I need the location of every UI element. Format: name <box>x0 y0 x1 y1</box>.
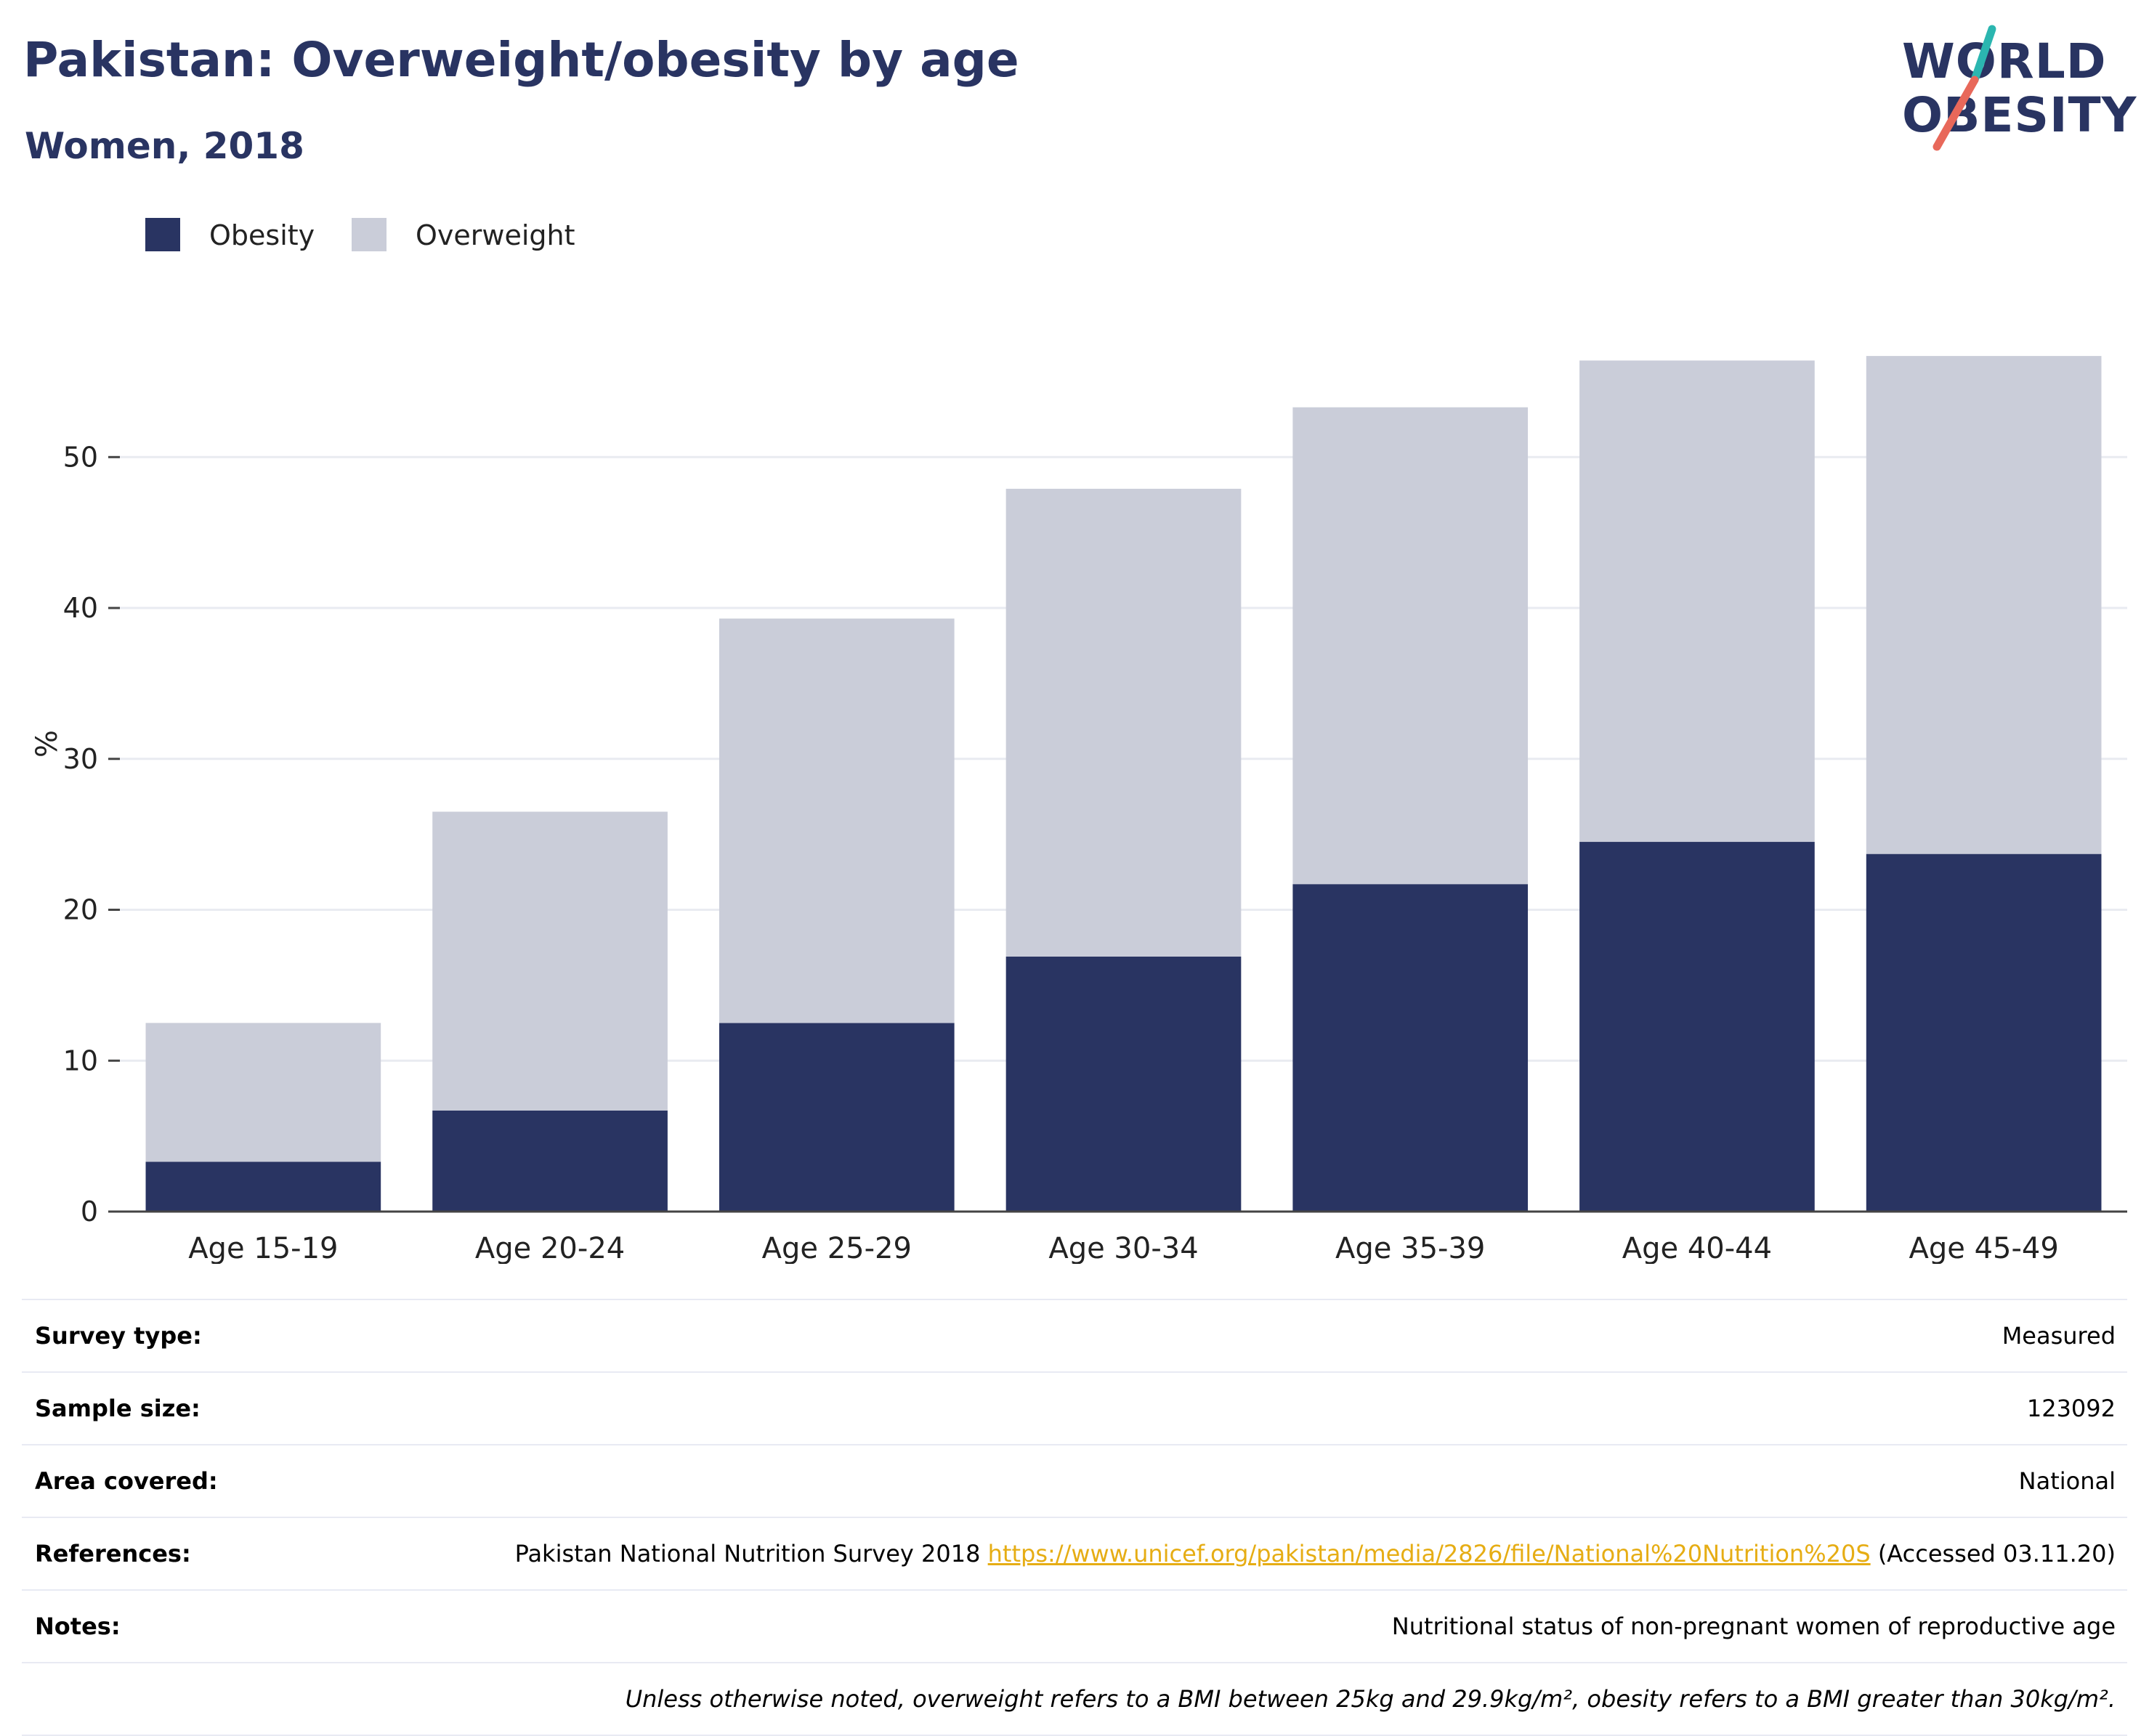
x-tick-label-0: Age 15-19 <box>188 1232 338 1264</box>
bmi-footnote: Unless otherwise noted, overweight refer… <box>22 1662 2127 1736</box>
x-tick-label-6: Age 45-49 <box>1909 1232 2058 1264</box>
survey-type-value: Measured <box>308 1299 2127 1372</box>
legend-label-overweight: Overweight <box>416 219 575 251</box>
x-tick-label-1: Age 20-24 <box>475 1232 625 1264</box>
x-tick-label-3: Age 30-34 <box>1048 1232 1198 1264</box>
info-row-notes: Notes: Nutritional status of non-pregnan… <box>22 1589 2127 1663</box>
bar-obesity-1 <box>432 1110 668 1212</box>
info-row-survey-type: Survey type: Measured <box>22 1299 2127 1372</box>
y-tick-label-40: 40 <box>63 592 98 624</box>
stacked-bar-chart: 0 10 20 30 40 50% Age 15-19 Age 20-24 Age 25-29 A… <box>31 356 2127 1264</box>
info-row-area-covered: Area covered: National <box>22 1444 2127 1517</box>
notes-value: Nutritional status of non-pregnant women… <box>308 1589 2127 1663</box>
bar-overweight-6 <box>1866 356 2102 854</box>
reference-text: Pakistan National Nutrition Survey 2018 <box>514 1540 981 1567</box>
logo-line-1: WORLD <box>1902 33 2107 89</box>
y-tick-label-10: 10 <box>63 1045 98 1076</box>
area-covered-label: Area covered: <box>22 1444 308 1517</box>
x-tick-label-4: Age 35-39 <box>1335 1232 1485 1264</box>
legend-swatch-overweight <box>352 218 387 251</box>
bar-obesity-6 <box>1866 853 2102 1212</box>
bar-overweight-3 <box>1005 488 1242 957</box>
references-label: References: <box>22 1517 308 1590</box>
y-tick-label-30: 30 <box>63 743 98 775</box>
bar-obesity-0 <box>145 1161 381 1212</box>
bar-overweight-0 <box>145 1023 381 1162</box>
survey-info-table: Survey type: Measured Sample size: 12309… <box>22 1299 2127 1736</box>
bar-obesity-3 <box>1005 956 1242 1212</box>
x-tick-label-2: Age 25-29 <box>762 1232 912 1264</box>
references-value: Pakistan National Nutrition Survey 2018 … <box>308 1517 2127 1590</box>
world-obesity-logo: WORLD OBESITY <box>1889 22 2136 153</box>
legend-label-obesity: Obesity <box>209 219 315 251</box>
logo-slash-icon <box>1933 25 1996 151</box>
chart-subtitle: Women, 2018 <box>25 125 304 167</box>
info-row-footnote: Unless otherwise noted, overweight refer… <box>22 1662 2127 1736</box>
reference-link[interactable]: https://www.unicef.org/pakistan/media/28… <box>987 1540 1871 1567</box>
bar-obesity-5 <box>1579 842 1815 1212</box>
survey-type-label: Survey type: <box>22 1299 308 1372</box>
bar-overweight-2 <box>719 618 955 1023</box>
bar-overweight-5 <box>1579 360 1815 843</box>
bar-obesity-4 <box>1292 884 1529 1212</box>
area-covered-value: National <box>308 1444 2127 1517</box>
y-tick-label-0: 0 <box>81 1196 98 1228</box>
bar-overweight-4 <box>1292 407 1529 885</box>
sample-size-value: 123092 <box>308 1371 2127 1445</box>
info-row-sample-size: Sample size: 123092 <box>22 1371 2127 1445</box>
info-row-references: References: Pakistan National Nutrition … <box>22 1517 2127 1590</box>
reference-accessed: (Accessed 03.11.20) <box>1877 1540 2116 1567</box>
y-tick-label-50: 50 <box>63 441 98 473</box>
y-axis-label: % <box>31 730 64 758</box>
notes-label: Notes: <box>22 1589 308 1663</box>
bar-obesity-2 <box>719 1023 955 1212</box>
bar-overweight-1 <box>432 811 668 1111</box>
sample-size-label: Sample size: <box>22 1371 308 1445</box>
chart-title: Pakistan: Overweight/obesity by age <box>23 32 1019 88</box>
x-tick-label-5: Age 40-44 <box>1622 1232 1772 1264</box>
legend-swatch-obesity <box>145 218 180 251</box>
y-tick-label-20: 20 <box>63 894 98 926</box>
logo-line-2: OBESITY <box>1902 87 2137 143</box>
